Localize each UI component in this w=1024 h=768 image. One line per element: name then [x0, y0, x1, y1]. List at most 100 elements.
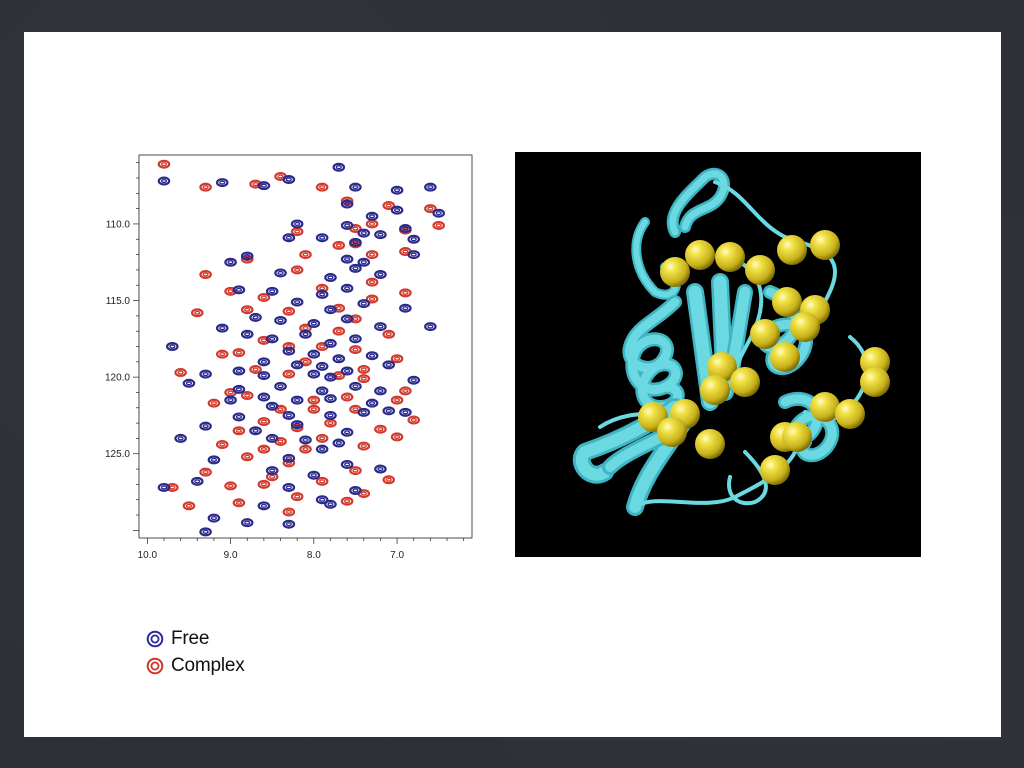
peak-free — [340, 220, 354, 230]
slide: 10.0 9.0 8.0 7.0 110.0 115.0 120.0 125.0 — [24, 32, 1001, 737]
peak-complex — [240, 391, 254, 401]
peak-complex — [232, 348, 246, 358]
peak-complex — [407, 415, 421, 425]
peak-free — [324, 305, 337, 315]
peak-free — [274, 315, 287, 325]
peak-free — [340, 427, 354, 437]
peak-free — [215, 323, 229, 333]
peak-complex — [365, 294, 379, 304]
peak-free — [349, 237, 362, 247]
peak-free — [349, 381, 362, 391]
peak-complex — [382, 475, 396, 485]
residue-sphere — [700, 375, 730, 405]
peak-free — [407, 375, 421, 385]
peak-free — [307, 349, 321, 359]
residue-sphere — [730, 367, 760, 397]
peak-free — [257, 181, 271, 191]
residue-sphere — [810, 230, 840, 260]
peak-complex — [174, 368, 187, 378]
peak-free — [332, 438, 346, 448]
y-tick-label: 110.0 — [106, 219, 131, 230]
peak-complex — [399, 386, 412, 396]
peak-free — [340, 254, 354, 264]
peak-free — [265, 433, 279, 443]
peak-free — [374, 386, 387, 396]
residue-sphere — [760, 455, 790, 485]
peak-free — [365, 351, 379, 361]
peak-free — [315, 495, 329, 505]
peak-free — [157, 482, 171, 492]
peak-free — [299, 329, 312, 339]
peak-free — [324, 372, 337, 382]
peak-free — [374, 322, 387, 332]
peak-complex — [232, 426, 246, 436]
peak-complex — [199, 467, 212, 477]
peak-free — [224, 395, 237, 405]
peak-free — [265, 466, 279, 476]
peak-complex — [215, 440, 229, 450]
peak-complex — [365, 277, 379, 287]
peak-free — [407, 234, 421, 244]
peak-free — [349, 334, 362, 344]
peak-free — [257, 392, 271, 402]
peak-free — [307, 470, 321, 480]
peak-free — [424, 322, 437, 332]
peak-complex — [224, 481, 237, 491]
peak-free — [357, 257, 371, 267]
peak-free — [324, 499, 337, 509]
residue-sphere — [715, 242, 745, 272]
protein-structure-image — [515, 152, 921, 557]
legend: Free Complex — [146, 625, 245, 679]
peak-free — [382, 360, 396, 370]
peak-complex — [257, 417, 271, 427]
legend-item-free: Free — [146, 625, 245, 652]
peak-complex — [182, 501, 196, 511]
peak-free — [265, 401, 279, 411]
peak-free — [332, 354, 346, 364]
peak-free — [215, 178, 229, 188]
y-tick-label: 120.0 — [105, 373, 130, 384]
peak-complex — [157, 159, 171, 169]
peak-free — [390, 185, 404, 195]
peak-complex — [390, 354, 404, 364]
nmr-spectrum-chart: 10.0 9.0 8.0 7.0 110.0 115.0 120.0 125.0 — [105, 154, 473, 561]
peak-free — [357, 228, 371, 238]
peak-free — [199, 369, 212, 379]
peak-complex — [282, 507, 296, 517]
peak-free — [382, 406, 396, 416]
residue-sphere — [777, 235, 807, 265]
peak-free — [282, 346, 296, 356]
plot-axes: 10.0 9.0 8.0 7.0 110.0 115.0 120.0 125.0 — [105, 162, 465, 561]
legend-label-complex: Complex — [171, 654, 245, 676]
peak-free — [340, 314, 354, 324]
peak-free — [257, 371, 271, 381]
peak-complex — [207, 398, 221, 408]
plot-area — [138, 154, 473, 539]
peak-complex — [199, 269, 212, 279]
peak-free — [407, 250, 421, 260]
peak-complex — [382, 329, 396, 339]
peak-free — [265, 334, 279, 344]
x-tick-label: 10.0 — [138, 550, 158, 561]
residue-sphere — [860, 367, 890, 397]
peak-complex — [357, 364, 371, 374]
peak-free — [365, 398, 379, 408]
peak-free — [315, 361, 329, 371]
peak-free — [290, 219, 304, 229]
peak-free — [424, 182, 437, 192]
peak-free — [190, 476, 204, 486]
peak-complex — [390, 432, 404, 442]
peak-complex — [315, 476, 329, 486]
peak-free — [349, 182, 362, 192]
peak-complex — [357, 441, 371, 451]
peak-free — [340, 199, 354, 209]
plot-marks — [157, 159, 445, 537]
peak-complex — [332, 326, 346, 336]
peak-free — [232, 384, 246, 394]
peak-free — [374, 230, 387, 240]
peak-free — [432, 208, 445, 218]
peak-complex — [340, 392, 354, 402]
residue-sphere — [750, 319, 780, 349]
peak-free — [399, 407, 412, 417]
peak-free — [290, 420, 304, 430]
